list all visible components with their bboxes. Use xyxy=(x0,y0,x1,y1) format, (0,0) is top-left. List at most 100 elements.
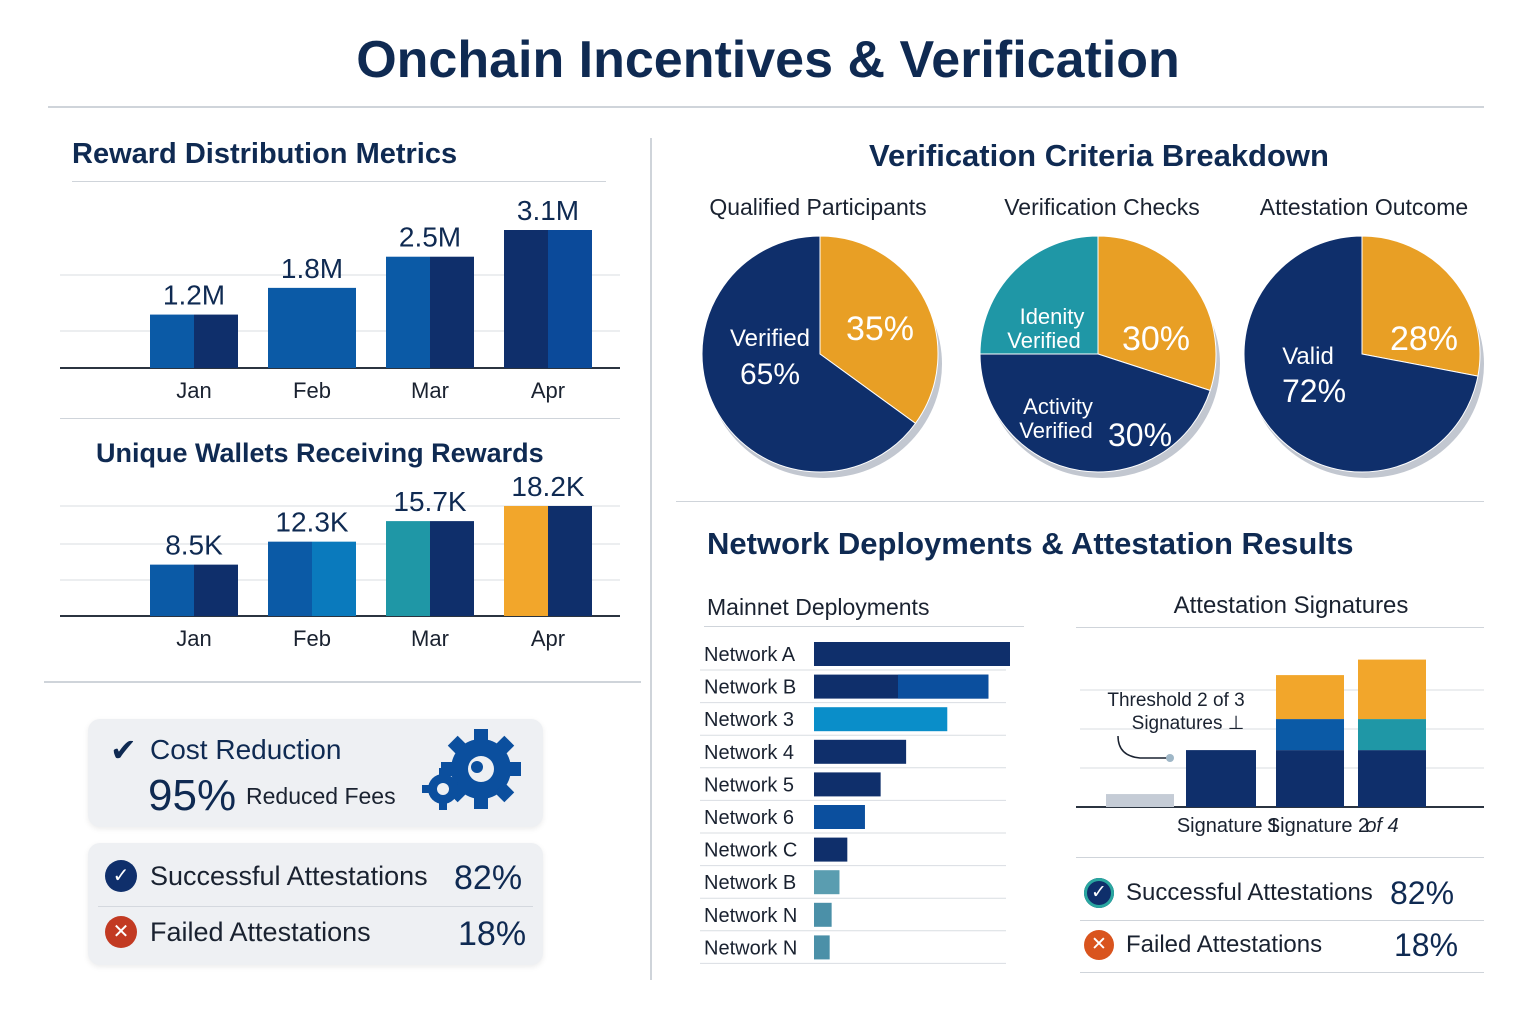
attest-row-divider xyxy=(1080,920,1484,921)
pie-slice-label: Verified xyxy=(1019,418,1092,443)
pie-pct-label: 30% xyxy=(1122,320,1190,358)
success-attestations-value: 82% xyxy=(454,859,523,897)
pie-slice xyxy=(1243,235,1479,473)
network-label: Network N xyxy=(704,905,797,927)
bar-apr xyxy=(548,506,592,616)
x-tick-label: Apr xyxy=(531,626,565,651)
wallets-bar-chart: 8.5K Jan 12.3K Feb 15.7K Mar 18.2K Apr xyxy=(60,471,620,651)
bar-jan-left xyxy=(150,314,194,368)
reward-divider xyxy=(60,418,620,419)
pie-pct-label: 72% xyxy=(1282,373,1346,409)
bar-mar xyxy=(430,521,474,616)
pie-slice xyxy=(1097,235,1217,392)
network-bar xyxy=(814,935,830,960)
pie-slice xyxy=(979,235,1099,355)
stacked-bar-top xyxy=(1358,659,1426,720)
x-tick-label: Feb xyxy=(293,626,331,651)
verification-title: Verification Criteria Breakdown xyxy=(869,138,1329,173)
stacked-bar-mid xyxy=(1276,719,1344,751)
failed-attestations-label: Failed Attestations xyxy=(1126,931,1323,958)
bar-apr xyxy=(548,230,592,368)
stacked-bar-top xyxy=(1276,675,1344,720)
pie-slice-label: Verified xyxy=(1007,328,1080,353)
pie-slice-label: Activity xyxy=(1023,394,1093,419)
network-label: Network 3 xyxy=(704,709,794,731)
fail-x-icon: ✕ xyxy=(1084,930,1114,960)
x-tick-label: Jan xyxy=(176,626,211,651)
success-attestations-value: 82% xyxy=(1390,875,1455,911)
pie-slice xyxy=(1361,235,1481,377)
network-label: Network B xyxy=(704,677,796,699)
failed-attestations-label: Failed Attestations xyxy=(150,917,371,947)
bar-value-label: 3.1M xyxy=(517,195,579,226)
bar-jan-left xyxy=(150,564,194,616)
bar-apr-left xyxy=(504,506,548,616)
mainnet-divider xyxy=(704,626,1024,627)
pie-slice-label: Verified xyxy=(730,325,810,352)
annotation-arrow xyxy=(1117,735,1168,759)
network-label: Network 4 xyxy=(704,742,794,764)
wallets-chart-title: Unique Wallets Receiving Rewards xyxy=(96,438,544,468)
x-tick-label: Apr xyxy=(531,378,565,403)
success-check-icon: ✓ xyxy=(1084,878,1114,908)
attestation-summary-card: ✓ Successful Attestations 82% ✕ Failed A… xyxy=(88,843,543,965)
bar-apr-left xyxy=(504,230,548,368)
bar-mar-left xyxy=(386,521,430,616)
x-tick-label: Signature 1 xyxy=(1177,815,1279,837)
checkmark-icon: ✔ xyxy=(110,732,137,768)
stacked-bar-base xyxy=(1186,750,1256,807)
reward-chart-title: Reward Distribution Metrics xyxy=(72,138,458,170)
pie-slice xyxy=(819,235,939,425)
threshold-annotation: Signatures ⊥ xyxy=(1132,713,1245,734)
network-label: Network C xyxy=(704,840,797,862)
network-label: Network 6 xyxy=(704,807,794,829)
annotation-dot xyxy=(1166,754,1174,762)
attest-bottom-divider xyxy=(1080,972,1484,973)
success-attestations-label: Successful Attestations xyxy=(150,861,428,891)
pie-slice-label: Valid xyxy=(1282,343,1334,370)
pie-pct-label: 35% xyxy=(846,310,914,348)
signatures-divider xyxy=(1076,627,1484,628)
bar-feb xyxy=(312,287,356,368)
column-divider xyxy=(650,138,652,980)
success-check-icon: ✓ xyxy=(105,860,137,892)
pie-slice xyxy=(701,235,917,473)
network-bar xyxy=(814,772,881,797)
bar-feb-left xyxy=(268,541,312,616)
mainnet-title: Mainnet Deployments xyxy=(707,594,930,620)
bar-feb-left xyxy=(268,287,312,368)
success-attestations-label: Successful Attestations xyxy=(1126,879,1373,906)
signatures-title: Attestation Signatures xyxy=(1173,592,1409,619)
cost-reduction-label: Reduced Fees xyxy=(246,783,396,809)
network-bar xyxy=(814,707,948,732)
signatures-bottom-divider xyxy=(1076,857,1484,858)
network-label: Network 5 xyxy=(704,774,794,796)
network-bar xyxy=(814,870,840,895)
reward-title-divider xyxy=(72,181,606,182)
cost-reduction-title: Cost Reduction xyxy=(150,734,342,765)
network-label: Network N xyxy=(704,937,797,959)
pie-pct-label: 30% xyxy=(1108,417,1172,453)
pie-title: Qualified Participants xyxy=(709,194,927,220)
network-bar xyxy=(814,805,865,829)
pie-pct-label: 65% xyxy=(740,358,800,391)
threshold-annotation: Threshold 2 of 3 xyxy=(1107,690,1244,711)
network-title: Network Deployments & Attestation Result… xyxy=(707,526,1354,561)
left-bottom-divider xyxy=(44,681,641,683)
bar-feb xyxy=(312,541,356,616)
network-bar xyxy=(814,642,1010,666)
failed-attestations-value: 18% xyxy=(1394,927,1459,963)
x-tick-label: Feb xyxy=(293,378,331,403)
x-tick-label: Mar xyxy=(411,626,449,651)
bar-value-label: 1.8M xyxy=(281,253,343,284)
x-tick-label: Signature 2 xyxy=(1267,815,1369,837)
failed-attestations-value: 18% xyxy=(458,915,527,953)
bar-mar xyxy=(430,256,474,368)
bar-jan xyxy=(194,314,238,368)
bar-jan xyxy=(194,564,238,616)
verification-divider xyxy=(676,501,1484,502)
fail-x-icon: ✕ xyxy=(105,916,137,948)
bar-value-label: 18.2K xyxy=(511,471,584,502)
